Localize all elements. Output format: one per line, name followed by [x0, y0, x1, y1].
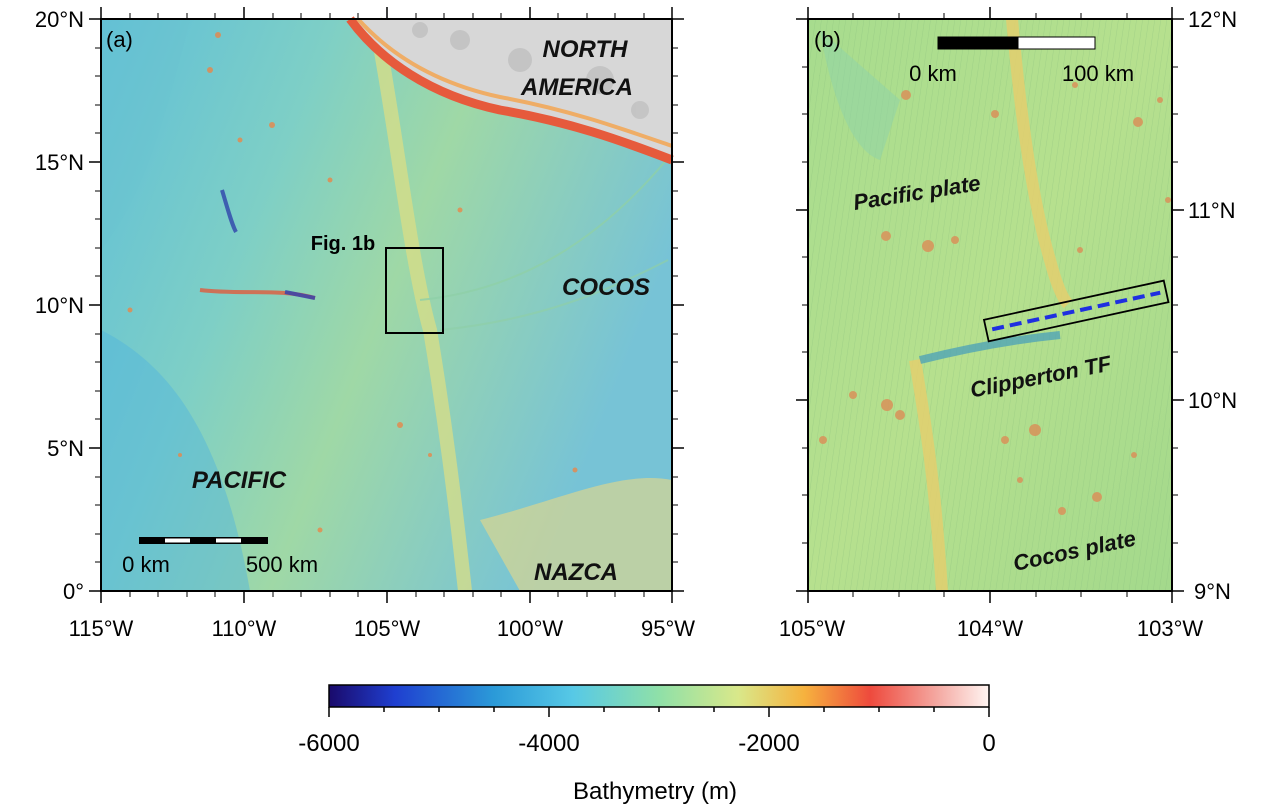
panel-b-map [807, 18, 1173, 592]
lon-label: 95°W [641, 616, 695, 641]
panel-a-map [100, 16, 674, 592]
lon-label: 115°W [69, 616, 134, 641]
america-label: AMERICA [520, 74, 633, 101]
colorbar-tick: -2000 [738, 730, 799, 757]
panel-a-axis-ticks [89, 7, 684, 603]
lat-label: 0° [63, 579, 84, 604]
fig1b-box [385, 247, 444, 334]
lat-label: 10°N [1188, 388, 1237, 413]
lat-label: 12°N [1188, 7, 1237, 32]
colorbar-tick: 0 [982, 730, 995, 757]
survey-line-box [982, 279, 1170, 343]
lat-label: 9°N [1194, 579, 1231, 604]
lon-label: 104°W [957, 616, 1024, 641]
cocos-label: COCOS [562, 274, 650, 301]
lat-label: 11°N [1188, 198, 1236, 223]
scale-left-label: 0 km [909, 61, 957, 86]
colorbar-tick: -4000 [518, 730, 579, 757]
bathymetry-colorbar: -6000 -4000 -2000 0 Bathymetry (m) [298, 684, 996, 805]
lon-label: 103°W [1137, 616, 1204, 641]
panel-b-scale-bar: 0 km 100 km [909, 36, 1134, 86]
lat-label: 20°N [35, 7, 84, 32]
panel-b-tag: (b) [814, 27, 841, 52]
lon-label: 110°W [212, 616, 277, 641]
pacific-label: PACIFIC [192, 467, 287, 494]
lon-label: 105°W [779, 616, 846, 641]
scale-right-label: 500 km [246, 552, 318, 577]
lon-label: 105°W [354, 616, 421, 641]
north-label: NORTH [543, 36, 629, 63]
lon-label: 100°W [497, 616, 564, 641]
scale-left-label: 0 km [122, 552, 170, 577]
panel-b-axis-ticks [796, 7, 1184, 603]
lat-label: 10°N [35, 293, 84, 318]
panel-b-lon-labels: 105°W 104°W 103°W [779, 616, 1204, 641]
panel-a-scale-bar: 0 km 500 km [122, 537, 318, 577]
panel-a-lon-labels: 115°W 110°W 105°W 100°W 95°W [69, 616, 696, 641]
colorbar-tick: -6000 [298, 730, 359, 757]
nazca-label: NAZCA [534, 559, 618, 586]
panel-a-tag: (a) [106, 27, 133, 52]
scale-right-label: 100 km [1062, 61, 1134, 86]
colorbar-title: Bathymetry (m) [573, 778, 737, 805]
lat-label: 5°N [47, 436, 84, 461]
panel-a-lat-labels: 20°N 15°N 10°N 5°N 0° [35, 7, 84, 604]
lat-label: 15°N [35, 150, 84, 175]
fig1b-label: Fig. 1b [311, 233, 375, 255]
panel-b-lat-labels: 12°N 11°N 10°N 9°N [1188, 7, 1237, 604]
